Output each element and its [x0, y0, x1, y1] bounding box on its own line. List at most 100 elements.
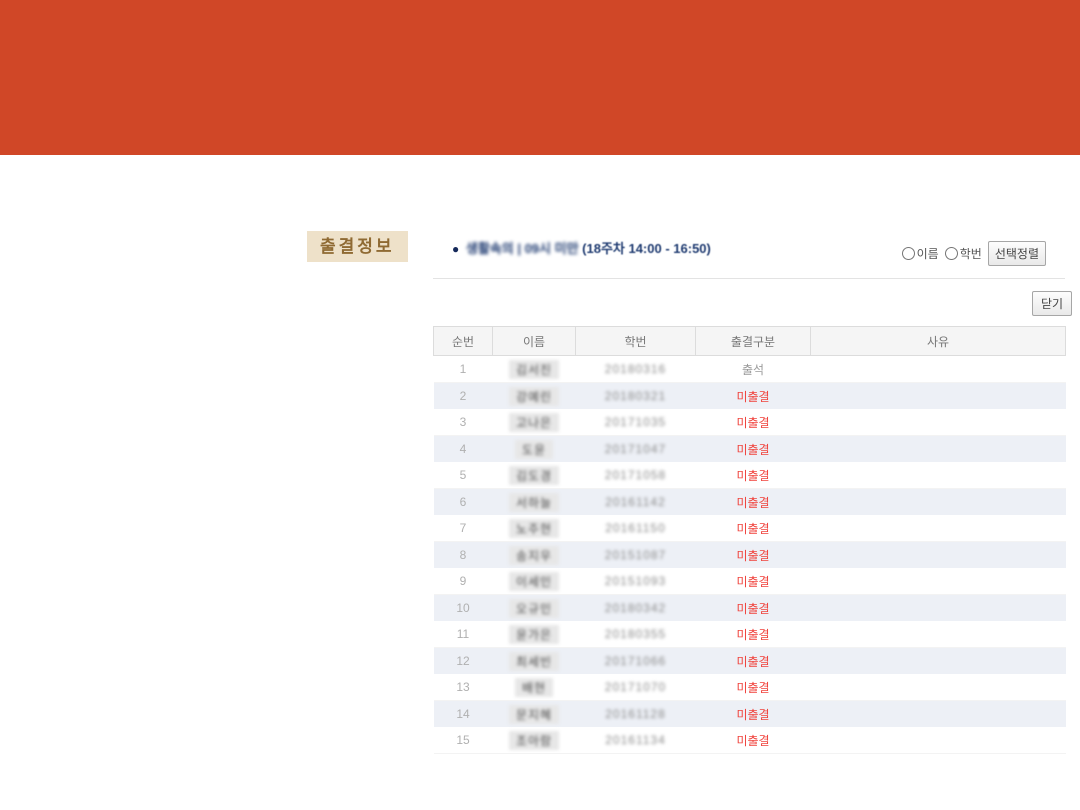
attendance-status: 출석 — [741, 362, 765, 377]
student-id-redacted: 20171035 — [604, 415, 667, 429]
sort-apply-button[interactable]: 선택정렬 — [987, 240, 1046, 266]
row-number: 14 — [456, 707, 470, 721]
student-id-cell: 20151087 — [576, 542, 696, 569]
reason-cell — [811, 701, 1066, 728]
bullet-icon: ● — [452, 242, 460, 256]
student-id-cell: 20180342 — [576, 595, 696, 622]
reason-cell — [811, 621, 1066, 648]
row-number: 9 — [459, 574, 467, 588]
student-id-cell: 20180316 — [576, 356, 696, 383]
student-id-cell: 20161128 — [576, 701, 696, 728]
student-id-cell: 20171035 — [576, 409, 696, 436]
student-id-redacted: 20171066 — [604, 654, 667, 668]
student-name-redacted: 이세민 — [508, 571, 560, 591]
attendance-status: 미출결 — [736, 495, 770, 510]
table-row: 1 김서진 20180316 출석 — [433, 355, 1066, 383]
table-row: 14 문지혜 20161128 미출결 — [433, 700, 1066, 728]
row-number: 8 — [459, 548, 467, 562]
row-number: 1 — [459, 362, 467, 376]
attendance-status: 미출결 — [736, 654, 770, 669]
sort-by-id-option[interactable]: 학번 — [944, 245, 982, 262]
session-title: ● 생활속의 | 09시 미만 (18주차 14:00 - 16:50) — [452, 240, 711, 257]
student-name-redacted: 윤가은 — [508, 624, 560, 644]
header-student-id: 학번 — [575, 326, 696, 356]
reason-cell — [811, 727, 1066, 754]
student-name-cell: 서하늘 — [493, 489, 576, 516]
reason-cell — [811, 462, 1066, 489]
table-row: 4 도윤 20171047 미출결 — [433, 435, 1066, 463]
attendance-table-body: 1 김서진 20180316 출석 2 강예린 20180321 미출결 3 고… — [433, 355, 1066, 754]
row-number: 3 — [459, 415, 467, 429]
course-name-redacted: 생활속의 | 09시 미만 — [465, 241, 579, 256]
top-brand-band — [0, 0, 1080, 155]
attendance-status: 미출결 — [736, 627, 770, 642]
student-name-cell: 최세빈 — [493, 648, 576, 675]
page-title: 출결정보 — [307, 231, 408, 262]
student-name-redacted: 오규민 — [508, 598, 560, 618]
student-name-cell: 도윤 — [493, 436, 576, 463]
attendance-status: 미출결 — [736, 442, 770, 457]
sort-by-id-radio[interactable] — [944, 246, 958, 260]
student-name-cell: 김도경 — [493, 462, 576, 489]
student-id-redacted: 20180355 — [604, 627, 667, 641]
table-row: 15 조아람 20161134 미출결 — [433, 727, 1066, 754]
reason-cell — [811, 515, 1066, 542]
student-name-redacted: 고나은 — [508, 412, 560, 432]
student-name-cell: 조아람 — [493, 727, 576, 754]
header-divider — [433, 278, 1065, 279]
attendance-status: 미출결 — [736, 733, 770, 748]
student-id-redacted: 20180342 — [604, 601, 667, 615]
table-row: 8 송지우 20151087 미출결 — [433, 541, 1066, 569]
table-row: 6 서하늘 20161142 미출결 — [433, 488, 1066, 516]
table-row: 10 오규민 20180342 미출결 — [433, 594, 1066, 622]
header-status: 출결구분 — [695, 326, 811, 356]
sort-by-name-option[interactable]: 이름 — [901, 245, 939, 262]
student-id-cell: 20161150 — [576, 515, 696, 542]
student-name-cell: 송지우 — [493, 542, 576, 569]
reason-cell — [811, 409, 1066, 436]
student-id-cell: 20171047 — [576, 436, 696, 463]
attendance-status: 미출결 — [736, 601, 770, 616]
attendance-status: 미출결 — [736, 389, 770, 404]
student-name-cell: 오규민 — [493, 595, 576, 622]
row-number: 2 — [459, 389, 467, 403]
student-id-cell: 20171058 — [576, 462, 696, 489]
student-id-redacted: 20171058 — [604, 468, 667, 482]
sort-by-name-label: 이름 — [916, 246, 939, 261]
student-id-cell: 20151093 — [576, 568, 696, 595]
student-name-cell: 노주현 — [493, 515, 576, 542]
header-no: 순번 — [433, 326, 493, 356]
student-id-redacted: 20161134 — [605, 733, 666, 747]
reason-cell — [811, 436, 1066, 463]
close-button[interactable]: 닫기 — [1032, 291, 1073, 316]
row-number: 6 — [459, 495, 467, 509]
sort-by-name-radio[interactable] — [901, 246, 915, 260]
attendance-status: 미출결 — [736, 468, 770, 483]
student-id-redacted: 20180321 — [604, 389, 667, 403]
student-id-redacted: 20171070 — [604, 680, 667, 694]
attendance-status: 미출결 — [736, 415, 770, 430]
student-id-cell: 20171070 — [576, 674, 696, 701]
attendance-status: 미출결 — [736, 574, 770, 589]
table-row: 11 윤가은 20180355 미출결 — [433, 621, 1066, 648]
sort-controls: 이름 학번 선택정렬 — [901, 240, 1046, 266]
reason-cell — [811, 542, 1066, 569]
student-name-redacted: 노주현 — [508, 518, 560, 538]
student-id-cell: 20180355 — [576, 621, 696, 648]
student-id-redacted: 20161142 — [605, 495, 666, 509]
row-number: 5 — [459, 468, 467, 482]
student-id-cell: 20161142 — [576, 489, 696, 516]
student-name-redacted: 조아람 — [508, 730, 560, 750]
row-number: 11 — [456, 627, 470, 641]
student-name-redacted: 도윤 — [514, 439, 554, 459]
student-name-redacted: 김서진 — [508, 359, 560, 379]
attendance-status: 미출결 — [736, 521, 770, 536]
student-name-redacted: 문지혜 — [508, 704, 560, 724]
student-name-redacted: 서하늘 — [508, 492, 560, 512]
student-name-cell: 문지혜 — [493, 701, 576, 728]
table-row: 7 노주현 20161150 미출결 — [433, 515, 1066, 542]
reason-cell — [811, 356, 1066, 383]
attendance-status: 미출결 — [736, 707, 770, 722]
table-row: 3 고나은 20171035 미출결 — [433, 409, 1066, 436]
row-number: 7 — [459, 521, 467, 535]
